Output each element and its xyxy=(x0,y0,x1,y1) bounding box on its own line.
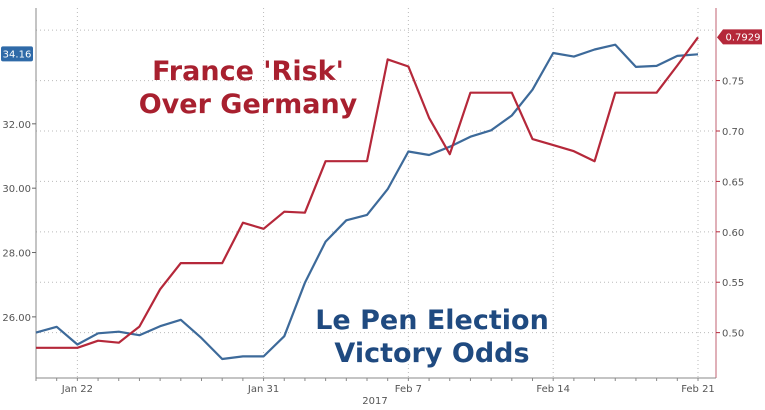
left-tick-label: 28.00 xyxy=(2,249,31,260)
grid-lines xyxy=(36,8,716,378)
france-risk-line xyxy=(36,36,699,349)
x-tick-label: Jan 31 xyxy=(247,384,279,395)
annotation-blue-line1: Le Pen Election xyxy=(315,305,549,336)
x-axis-year-label: 2017 xyxy=(362,396,387,407)
left-last-value-label: 34.16 xyxy=(3,49,32,60)
right-tick-label: 0.75 xyxy=(722,77,744,88)
right-tick-label: 0.70 xyxy=(722,127,744,138)
left-last-value-badge xyxy=(1,46,33,62)
right-tick-label: 0.50 xyxy=(722,329,744,340)
right-tick-label: 0.65 xyxy=(722,177,744,188)
x-tick-label: Feb 21 xyxy=(681,384,715,395)
right-tick-label: 0.60 xyxy=(722,228,744,239)
x-tick-label: Feb 14 xyxy=(536,384,570,395)
x-tick-label: Feb 7 xyxy=(395,384,422,395)
series-lines xyxy=(35,36,699,361)
axis-ticks: Jan 22 Jan 31 Feb 7 Feb 14 Feb 21 26.00 28.00 3… xyxy=(1,29,762,395)
right-last-value-badge xyxy=(717,29,762,45)
x-tick-label: Jan 22 xyxy=(61,384,93,395)
right-last-value-label: 0.7929 xyxy=(726,32,761,43)
left-tick-label: 30.00 xyxy=(2,184,31,195)
annotation-blue-line2: Victory Odds xyxy=(334,338,529,369)
annotation-red-line2: Over Germany xyxy=(139,89,358,120)
annotation-red-line1: France 'Risk' xyxy=(152,56,344,87)
left-tick-label: 26.00 xyxy=(2,313,31,324)
le-pen-odds-line xyxy=(35,43,699,361)
right-tick-label: 0.55 xyxy=(722,278,744,289)
left-tick-label: 32.00 xyxy=(2,120,31,131)
